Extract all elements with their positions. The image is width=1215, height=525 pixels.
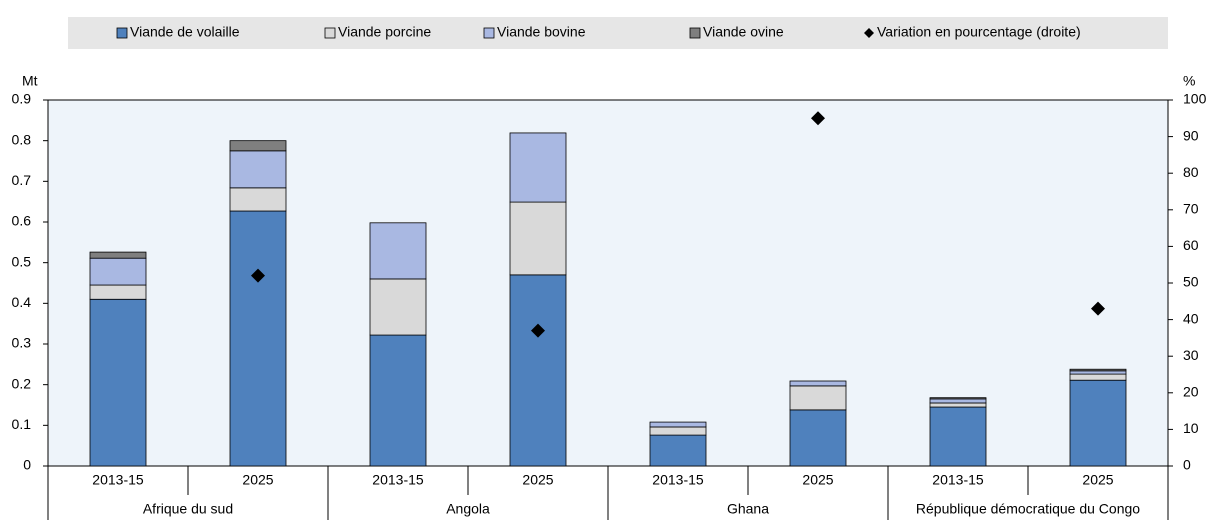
marker: [811, 111, 825, 126]
y2-tick-label: 50: [1183, 274, 1199, 290]
legend-label: Viande bovine: [497, 24, 586, 40]
bar: [649, 426, 707, 436]
legend-label: Viande ovine: [703, 24, 784, 40]
bar: [1069, 368, 1127, 372]
plot-background: [48, 100, 1168, 466]
bar: [789, 380, 847, 387]
bar: [89, 257, 147, 286]
legend-label: Viande de volaille: [130, 24, 240, 40]
y-tick-label: 0.9: [12, 91, 32, 107]
y-tick-label: 0.5: [12, 253, 32, 269]
bar: [929, 402, 987, 408]
x-tick-label: 2025: [1082, 472, 1113, 488]
y2-axis-title: %: [1183, 73, 1195, 89]
group-label: Angola: [446, 501, 490, 517]
bar: [789, 385, 847, 411]
marker: [1091, 301, 1105, 316]
y2-tick-label: 10: [1183, 420, 1199, 436]
bar: [369, 278, 427, 336]
bar: [929, 398, 987, 404]
x-tick-label: 2025: [242, 472, 273, 488]
bar: [1069, 373, 1127, 381]
bar: [1069, 370, 1127, 375]
legend-background: [68, 17, 1168, 49]
y2-tick-label: 60: [1183, 237, 1199, 253]
y-tick-label: 0.8: [12, 131, 32, 147]
y-tick-label: 0: [23, 457, 31, 473]
x-tick-label: 2025: [802, 472, 833, 488]
marker: [251, 268, 265, 283]
bar: [509, 132, 567, 203]
y-tick-label: 0.7: [12, 172, 32, 188]
y2-tick-label: 30: [1183, 347, 1199, 363]
y2-tick-label: 70: [1183, 201, 1199, 217]
x-tick-label: 2013-15: [92, 472, 144, 488]
legend-marker: [324, 27, 336, 39]
x-tick-label: 2013-15: [932, 472, 984, 488]
legend-marker: [116, 27, 128, 39]
legend-marker: [689, 27, 701, 39]
bar: [509, 274, 567, 467]
legend-label: Viande porcine: [338, 24, 431, 40]
bar: [649, 421, 707, 428]
bar: [89, 251, 147, 259]
bar: [229, 187, 287, 212]
y-tick-label: 0.2: [12, 375, 32, 391]
bar: [229, 140, 287, 152]
group-label: Ghana: [727, 501, 769, 517]
x-tick-label: 2013-15: [372, 472, 424, 488]
x-tick-label: 2025: [522, 472, 553, 488]
bar: [1069, 379, 1127, 467]
bar: [509, 201, 567, 276]
group-label: République démocratique du Congo: [916, 501, 1140, 517]
y2-tick-label: 20: [1183, 384, 1199, 400]
bar: [369, 222, 427, 280]
bar: [89, 284, 147, 300]
y2-tick-label: 0: [1183, 457, 1191, 473]
legend-marker: [864, 28, 874, 38]
bar: [369, 334, 427, 467]
bar: [929, 406, 987, 467]
y-axis-title: Mt: [22, 73, 38, 89]
y2-tick-label: 80: [1183, 164, 1199, 180]
y-tick-label: 0.1: [12, 416, 32, 432]
y2-tick-label: 90: [1183, 127, 1199, 143]
bar: [229, 150, 287, 189]
y-tick-label: 0.3: [12, 335, 32, 351]
y2-tick-label: 40: [1183, 310, 1199, 326]
bar: [929, 397, 987, 400]
group-label: Afrique du sud: [143, 501, 233, 517]
legend-marker: [483, 27, 495, 39]
y-tick-label: 0.4: [12, 294, 32, 310]
x-tick-label: 2013-15: [652, 472, 704, 488]
bar: [649, 434, 707, 467]
plot-border: [47, 99, 1169, 467]
bar: [89, 298, 147, 467]
bar: [789, 409, 847, 467]
bar: [229, 210, 287, 467]
marker: [531, 323, 545, 338]
y2-tick-label: 100: [1183, 91, 1207, 107]
y-tick-label: 0.6: [12, 213, 32, 229]
legend-label: Variation en pourcentage (droite): [877, 24, 1081, 40]
